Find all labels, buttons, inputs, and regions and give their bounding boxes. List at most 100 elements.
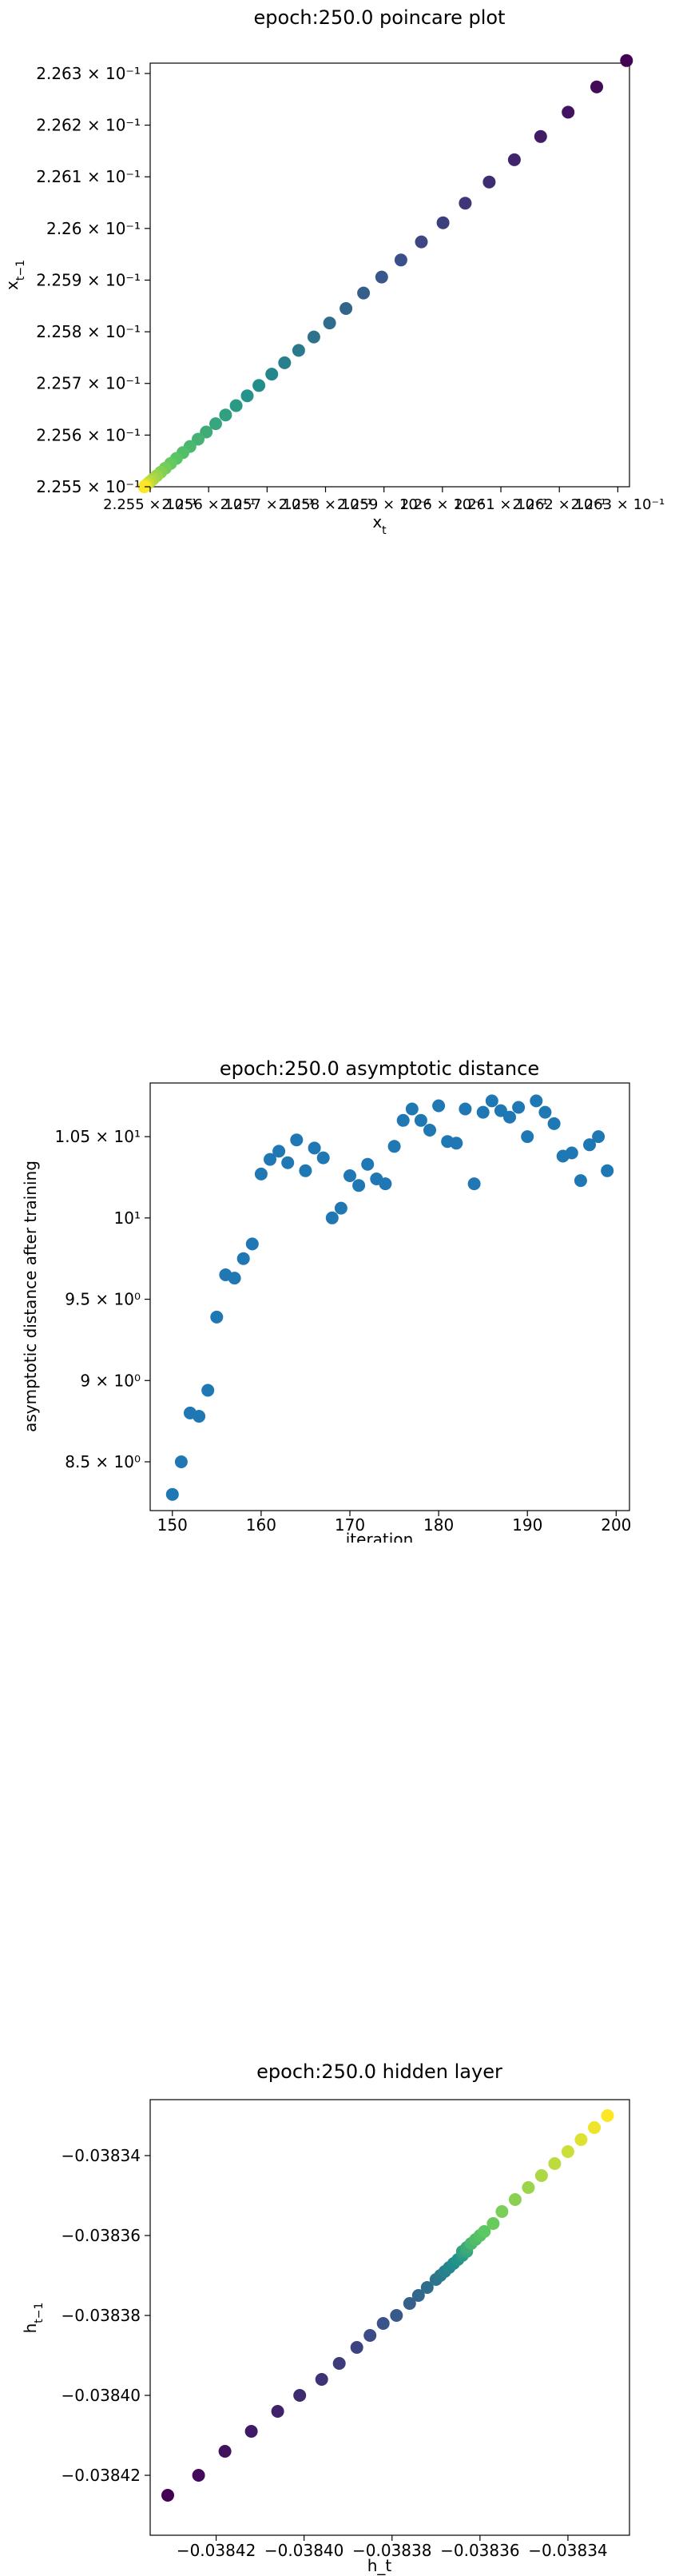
data-point <box>601 2109 614 2122</box>
data-point <box>165 1487 179 1501</box>
data-point <box>485 1094 498 1108</box>
x-tick-label: 2.258 × 10⁻¹ <box>279 496 373 513</box>
data-point <box>590 80 603 94</box>
x-tick-label: 170 <box>335 1515 365 1535</box>
data-point <box>379 1177 392 1191</box>
y-tick-label: 2.256 × 10⁻¹ <box>36 425 141 444</box>
x-tick-label: −0.03834 <box>528 2541 607 2560</box>
y-tick-label: 2.259 × 10⁻¹ <box>36 270 141 289</box>
data-point <box>272 1145 286 1158</box>
data-point <box>390 2309 403 2322</box>
data-point <box>219 408 232 422</box>
data-point <box>574 2133 588 2146</box>
data-point <box>352 1179 366 1192</box>
y-tick-label: 2.257 × 10⁻¹ <box>36 374 141 393</box>
data-point <box>476 1105 490 1119</box>
plot-frame <box>149 1082 630 1511</box>
x-tick-label: 2.257 × 10⁻¹ <box>220 496 314 513</box>
data-point <box>308 1141 321 1155</box>
data-point <box>387 1140 401 1153</box>
x-tick-label: 2.256 × 10⁻¹ <box>161 496 256 513</box>
data-point <box>478 2225 491 2238</box>
plot-frame <box>149 2099 630 2536</box>
data-point <box>228 1272 241 1285</box>
data-point <box>334 1201 347 1215</box>
x-axis-label: iteration <box>346 1530 414 1543</box>
data-point <box>201 1384 215 1397</box>
y-tick-label: 2.263 × 10⁻¹ <box>36 64 141 83</box>
x-axis-label: xt <box>372 512 387 537</box>
points-layer <box>137 54 633 493</box>
data-point <box>245 1237 259 1251</box>
data-point <box>538 1105 552 1119</box>
data-point <box>271 2405 284 2418</box>
x-ticks: −0.03842 −0.03840 −0.03838 −0.03836 −0.03834 <box>177 2535 608 2560</box>
data-point <box>548 2157 562 2170</box>
data-point <box>459 197 472 210</box>
x-tick-label: −0.03840 <box>264 2541 343 2560</box>
data-point <box>588 2121 601 2134</box>
data-point <box>565 1146 578 1160</box>
data-point <box>405 1102 419 1116</box>
y-ticks: 8.5 × 10⁰ 9 × 10⁰ 9.5 × 10⁰ 10¹ 1.05 × 10¹ <box>55 1127 150 1471</box>
points-layer <box>161 2109 614 2502</box>
data-point <box>547 1117 561 1130</box>
data-point <box>278 356 292 369</box>
y-tick-label: 8.5 × 10⁰ <box>65 1452 141 1471</box>
y-tick-label: 1.05 × 10¹ <box>55 1127 141 1146</box>
data-point <box>264 1153 276 1166</box>
x-axis-label: h_t <box>367 2556 392 2575</box>
data-point <box>192 432 205 446</box>
chart-title: epoch:250.0 asymptotic distance <box>220 1057 539 1080</box>
data-point <box>299 1164 312 1177</box>
y-tick-label: −0.03834 <box>62 2146 141 2165</box>
y-tick-label: 2.26 × 10⁻¹ <box>46 219 141 238</box>
data-point <box>411 2289 425 2302</box>
plot-frame <box>149 62 630 488</box>
x-tick-label: 160 <box>246 1515 276 1535</box>
x-tick-label: 200 <box>601 1515 631 1535</box>
data-point <box>363 2329 377 2342</box>
x-ticks: 2.255 × 10⁻¹2.256 × 10⁻¹2.257 × 10⁻¹2.25… <box>103 487 665 513</box>
data-point <box>534 2169 548 2182</box>
data-point <box>192 2469 205 2482</box>
y-tick-label: 10¹ <box>114 1208 141 1228</box>
data-point <box>512 1101 526 1114</box>
x-tick-label: −0.03836 <box>440 2541 519 2560</box>
data-point <box>503 1110 516 1124</box>
data-point <box>229 399 243 412</box>
data-point <box>240 389 254 403</box>
data-point <box>495 2205 509 2218</box>
x-tick-label: −0.03842 <box>177 2541 256 2560</box>
data-point <box>316 1151 330 1165</box>
chart-title: epoch:250.0 poincare plot <box>254 6 506 29</box>
x-tick-label: 2.259 × 10⁻¹ <box>337 496 431 513</box>
data-point <box>601 1164 614 1177</box>
points-layer <box>165 1094 614 1501</box>
data-point <box>583 1138 596 1152</box>
y-tick-label: 2.261 × 10⁻¹ <box>36 167 141 186</box>
data-point <box>432 1099 446 1113</box>
data-point <box>508 2193 522 2206</box>
data-point <box>415 235 428 249</box>
x-tick-label: 2.261 × 10⁻¹ <box>454 496 548 513</box>
data-point <box>174 1455 188 1468</box>
y-ticks: 2.255 × 10⁻¹ 2.256 × 10⁻¹ 2.257 × 10⁻¹ 2.25… <box>36 64 150 496</box>
x-tick-label: 150 <box>157 1515 188 1535</box>
data-point <box>357 286 371 300</box>
data-point <box>521 1130 534 1144</box>
y-tick-label: −0.03842 <box>62 2466 141 2485</box>
data-point <box>414 1113 427 1127</box>
y-tick-label: 2.258 × 10⁻¹ <box>36 322 141 341</box>
y-tick-label: −0.03836 <box>62 2226 141 2245</box>
data-point <box>467 1177 481 1191</box>
data-point <box>394 253 407 267</box>
data-point <box>450 1137 463 1150</box>
x-tick-label: 180 <box>423 1515 454 1535</box>
data-point <box>459 1102 472 1116</box>
data-point <box>522 2181 535 2194</box>
chart-title: epoch:250.0 hidden layer <box>256 2060 502 2083</box>
data-point <box>482 175 496 189</box>
x-tick-label: 2.255 × 10⁻¹ <box>103 496 197 513</box>
data-point <box>376 2317 390 2330</box>
